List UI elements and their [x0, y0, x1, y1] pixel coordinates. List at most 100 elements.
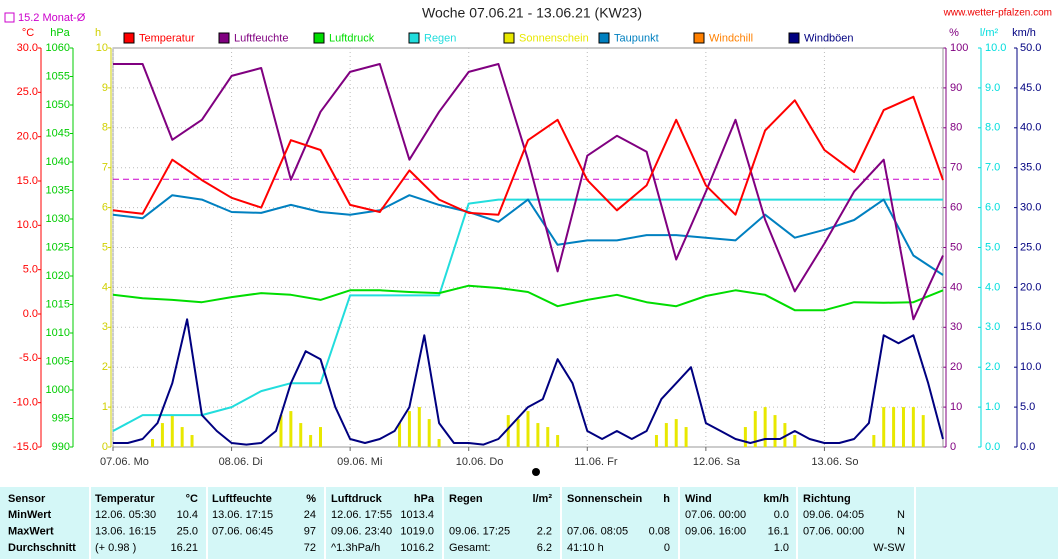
table-cell: 09.06. 16:00: [685, 525, 746, 537]
table-cell: 10.4: [177, 509, 198, 521]
sunshine-bar: [407, 411, 411, 447]
y-tick-label: 1020: [46, 270, 70, 282]
y-tick-label: 9.0: [985, 82, 1000, 94]
legend-label: Taupunkt: [614, 32, 659, 44]
y-tick-label: 4.0: [985, 281, 1000, 293]
legend-swatch: [693, 32, 705, 44]
legend-label: Regen: [424, 32, 456, 44]
table-header: Luftdruck: [331, 493, 383, 505]
y-tick-label: 1055: [46, 70, 70, 82]
y-tick-label: 80: [950, 122, 962, 134]
table-cell: N: [897, 525, 905, 537]
table-row-label: MinWert: [8, 509, 52, 521]
series-line: [112, 284, 944, 312]
y-tick-label: 5.0: [1020, 401, 1035, 413]
table-cell: 72: [304, 542, 316, 554]
sunshine-bar: [793, 435, 797, 447]
reference-icon: [4, 12, 15, 23]
legend-swatch: [313, 32, 325, 44]
sunshine-bar: [417, 407, 421, 447]
table-cell: 41:10 h: [567, 542, 604, 554]
y-tick-label: 4: [102, 281, 108, 293]
sunshine-bar: [506, 415, 510, 447]
table-cell: 07.06. 06:45: [212, 525, 273, 537]
table-cell: (+ 0.98 ): [95, 542, 136, 554]
y-tick-label: 3: [102, 321, 108, 333]
sunshine-bar: [674, 419, 678, 447]
table-cell: 16.1: [768, 525, 789, 537]
table-unit: km/h: [763, 493, 789, 505]
table-cell: 2.2: [537, 525, 552, 537]
y-tick-label: 10.0: [1020, 361, 1041, 373]
x-tick-label: 08.06. Di: [219, 456, 263, 468]
sunshine-bar: [892, 407, 896, 447]
sunshine-bar: [684, 427, 688, 447]
y-tick-label: 7: [102, 162, 108, 174]
table-cell: Gesamt:: [449, 542, 491, 554]
table-cell: 09.06. 17:25: [449, 525, 510, 537]
y-tick-label: 1050: [46, 99, 70, 111]
x-tick-label: 07.06. Mo: [100, 456, 149, 468]
y-tick-label: 20.0: [1020, 281, 1041, 293]
y-tick-label: 10.0: [985, 42, 1006, 54]
sunshine-bar: [872, 435, 876, 447]
y-tick-label: -5.0: [19, 352, 38, 364]
legend-label: Windböen: [804, 32, 854, 44]
table-cell: 24: [304, 509, 316, 521]
table-cell: 1.0: [774, 542, 789, 554]
sunshine-bar: [289, 411, 293, 447]
table-cell: N: [897, 509, 905, 521]
sunshine-bar: [180, 427, 184, 447]
x-tick-label: 09.06. Mi: [337, 456, 382, 468]
table-unit: °C: [186, 493, 198, 505]
table-header: Wind: [685, 493, 712, 505]
y-tick-label: 30.0: [17, 42, 38, 54]
y-tick-label: 1: [102, 401, 108, 413]
sunshine-bar: [279, 415, 283, 447]
sunshine-bar: [901, 407, 905, 447]
y-tick-label: 0: [950, 441, 956, 453]
table-unit: hPa: [414, 493, 435, 505]
legend-swatch: [788, 32, 800, 44]
y-tick-label: 20: [950, 361, 962, 373]
y-tick-label: 8: [102, 122, 108, 134]
table-header: Temperatur: [95, 493, 155, 505]
reference-label: 15.2 Monat-Ø: [18, 12, 86, 24]
y-tick-label: 50.0: [1020, 42, 1041, 54]
table-cell: 0.0: [774, 509, 789, 521]
table-cell: 09.06. 04:05: [803, 509, 864, 521]
table-cell: 97: [304, 525, 316, 537]
y-tick-label: 50: [950, 241, 962, 253]
y-tick-label: 5.0: [985, 241, 1000, 253]
y-tick-label: 10: [950, 401, 962, 413]
axis-unit: hPa: [50, 27, 70, 39]
sunshine-bar: [763, 407, 767, 447]
y-tick-label: -10.0: [13, 397, 38, 409]
table-header: Richtung: [803, 493, 851, 505]
y-tick-label: 1040: [46, 156, 70, 168]
legend-swatch: [598, 32, 610, 44]
legend-label: Luftfeuchte: [234, 32, 288, 44]
y-tick-label: 15.0: [1020, 321, 1041, 333]
sunshine-bar: [398, 423, 402, 447]
y-tick-label: 5.0: [23, 264, 38, 276]
legend-label: Temperatur: [139, 32, 195, 44]
source-link[interactable]: www.wetter-pfalzen.com: [943, 8, 1052, 19]
y-tick-label: 40.0: [1020, 122, 1041, 134]
sunshine-bar: [753, 411, 757, 447]
table-background: [0, 487, 1058, 559]
x-tick-label: 10.06. Do: [456, 456, 504, 468]
y-tick-label: 40: [950, 281, 962, 293]
y-tick-label: 1025: [46, 241, 70, 253]
legend-label: Windchill: [709, 32, 753, 44]
legend-label: Sonnenschein: [519, 32, 589, 44]
y-tick-label: 6: [102, 202, 108, 214]
y-tick-label: 45.0: [1020, 82, 1041, 94]
y-tick-label: 0: [102, 441, 108, 453]
sunshine-bar: [516, 419, 520, 447]
y-tick-label: 0.0: [23, 308, 38, 320]
axis-unit: l/m²: [980, 27, 999, 39]
sunshine-bar: [664, 423, 668, 447]
sunshine-bar: [743, 427, 747, 447]
y-tick-label: 20.0: [17, 131, 38, 143]
